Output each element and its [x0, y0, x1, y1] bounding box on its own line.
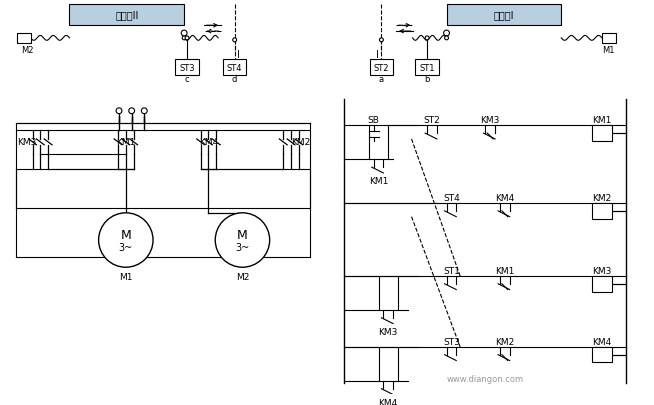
Text: KM3: KM3 [481, 116, 500, 125]
Text: KM1: KM1 [116, 138, 135, 147]
Circle shape [425, 37, 429, 41]
Text: www.diangon.com: www.diangon.com [447, 373, 524, 383]
Text: KM4: KM4 [495, 193, 515, 202]
Text: 3~: 3~ [119, 242, 133, 252]
Text: 3~: 3~ [235, 242, 250, 252]
Text: M2: M2 [235, 273, 249, 282]
Circle shape [129, 109, 135, 114]
Text: c: c [184, 75, 190, 84]
Text: ST2: ST2 [424, 116, 440, 125]
Circle shape [215, 213, 269, 268]
Circle shape [233, 39, 237, 43]
Text: KM3: KM3 [379, 327, 398, 336]
Text: ST3: ST3 [179, 63, 195, 72]
Circle shape [181, 31, 187, 37]
Text: ST2: ST2 [373, 63, 389, 72]
Text: KM4: KM4 [199, 138, 218, 147]
Circle shape [379, 39, 383, 43]
Text: ST3: ST3 [443, 337, 460, 346]
Circle shape [116, 109, 122, 114]
Text: KM2: KM2 [495, 337, 515, 346]
Text: ST4: ST4 [227, 63, 243, 72]
Text: KM1: KM1 [495, 266, 515, 275]
Text: M2: M2 [22, 46, 34, 55]
Bar [370, 60, 393, 76]
Text: KM3: KM3 [17, 138, 37, 147]
Text: a: a [379, 75, 384, 84]
Text: ST1: ST1 [443, 266, 460, 275]
Circle shape [443, 31, 449, 37]
Text: KM2: KM2 [291, 138, 311, 147]
Text: KM2: KM2 [593, 193, 611, 202]
Bar [415, 60, 439, 76]
Circle shape [141, 109, 147, 114]
Text: I: I [237, 50, 240, 60]
Circle shape [445, 37, 449, 41]
Bar [593, 204, 611, 219]
Text: M1: M1 [602, 46, 615, 55]
Text: 动力头I: 动力头I [494, 11, 514, 21]
Text: 动力头II: 动力头II [115, 11, 139, 21]
Bar [175, 60, 199, 76]
Text: KM4: KM4 [379, 398, 398, 405]
Bar [223, 60, 247, 76]
Text: M1: M1 [119, 273, 133, 282]
Bar [17, 34, 31, 44]
Text: ST4: ST4 [443, 193, 460, 202]
Text: b: b [424, 75, 430, 84]
Text: KM1: KM1 [369, 177, 388, 186]
Text: SB: SB [368, 116, 379, 125]
Text: M: M [237, 228, 248, 241]
Text: ST1: ST1 [419, 63, 435, 72]
Circle shape [182, 37, 186, 41]
Bar [593, 347, 611, 362]
Circle shape [185, 37, 189, 41]
Bar [447, 5, 561, 26]
Text: d: d [232, 75, 237, 84]
Text: KM4: KM4 [593, 337, 611, 346]
Bar [593, 276, 611, 292]
Text: M: M [120, 228, 131, 241]
Text: KM1: KM1 [593, 116, 611, 125]
Text: I: I [376, 50, 379, 60]
Bar [593, 126, 611, 141]
Circle shape [99, 213, 153, 268]
Bar [69, 5, 184, 26]
Bar [602, 34, 615, 44]
Text: KM3: KM3 [593, 266, 611, 275]
